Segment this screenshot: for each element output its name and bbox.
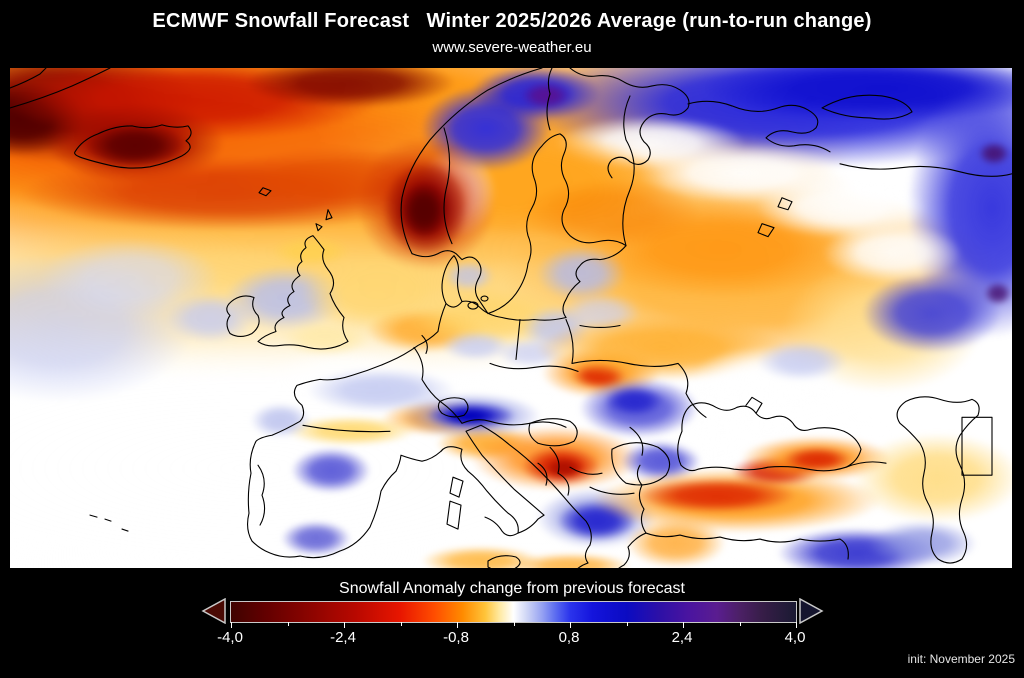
coast-adriatic [465,424,592,546]
colorbar-minor-tick [626,622,628,626]
coast-baltic-east [562,245,627,319]
colorbar-tick-labels: -4,0 -2,4 -0,8 0,8 2,4 4,0 [217,629,805,647]
colorbar-major-tick [683,622,684,628]
coast-turkey-west [636,464,647,534]
coast-great-britain [257,235,349,350]
coast-black-sea [677,396,862,472]
border-caucasus [845,461,887,468]
border-pyrenees [302,424,391,433]
anomaly-blob-red-serbia-core [544,456,585,480]
colorbar-major-tick [344,622,345,628]
coast-greece [577,532,647,568]
anomaly-blob-orange-nafrica [511,553,632,568]
anomaly-blob-blue-right-bulge [861,273,1002,353]
anomaly-blob-blue-spain-c [290,448,371,493]
coast-faroe-shetland [258,187,333,232]
colorbar-tick-label: -0,8 [443,629,469,646]
coast-norway-south [411,250,489,315]
colorbar-tick-label: 4,0 [784,629,806,646]
anomaly-color-field [10,68,1012,568]
anomaly-blob-white-ne-4 [821,223,962,283]
anomaly-blob-lblue-kattegat [443,260,494,291]
colorbar-tick-label: 2,4 [671,629,693,646]
coast-iceland [74,124,192,169]
colorbar-minor-tick [739,622,741,626]
borders-balkans [437,397,671,496]
colorbar-left-arrow [201,598,226,624]
anomaly-blob-lblue-mideast [866,520,977,566]
colorbar-tick-label: 0,8 [558,629,580,646]
borders-central-europe [413,318,707,428]
coast-sicily [487,555,521,568]
colorbar-gradient [230,601,797,628]
border-kazakh-rect [961,416,993,476]
colorbar-tick-label: -4,0 [217,629,243,646]
coast-azores [89,514,129,532]
colorbar-major-tick [231,622,232,628]
forecast-map [10,68,1012,568]
colorbar-minor-tick [400,622,402,626]
coast-kola-whitesea [569,68,690,179]
colorbar-major-tick [796,622,797,628]
anomaly-blob-lblue-ireland-w [165,293,256,343]
coast-arctic-east [687,100,831,153]
coast-turkey-south [645,532,849,560]
coast-pechora [839,163,1012,177]
anomaly-blob-yellow-caspian [851,433,1012,523]
coast-west-europe-iberia [246,302,447,559]
colorbar-minor-tick [513,622,515,626]
coast-sardinia-corsica [446,476,464,530]
anomaly-blob-purple-dot-2 [983,281,1012,305]
anomaly-blob-lblue-donets [756,340,847,381]
border-finland-russia [622,95,635,247]
page-title: ECMWF Snowfall Forecast Winter 2025/2026… [152,10,872,32]
border-spain-portugal [257,464,266,526]
coast-arctic-island [821,94,913,120]
page-subtitle: www.severe-weather.eu [432,39,592,56]
border-norway-sweden [443,68,553,245]
coast-greenland [10,68,111,109]
coast-italy-heel [517,514,545,534]
coast-ireland [226,295,260,338]
coast-baltic-north [487,133,627,315]
anomaly-blob-blue-romania-core [604,385,665,416]
init-label: init: November 2025 [907,652,1015,666]
anomaly-blob-lblue-baltics [536,245,627,301]
colorbar-right-arrow [799,598,824,624]
coast-caspian [896,396,980,564]
colorbar-tick-label: -2,4 [330,629,356,646]
colorbar-title: Snowfall Anomaly change from previous fo… [339,580,685,597]
anomaly-blob-norway-core [400,183,447,238]
anomaly-blob-orange-finland [521,178,702,248]
anomaly-blob-darkred-top-mid [245,68,456,108]
coast-italy-west [440,446,519,537]
coast-denmark [441,255,489,310]
colorbar-major-tick [457,622,458,628]
coastlines-overlay [10,68,1012,568]
anomaly-blob-blue-spain-s [280,520,351,556]
colorbar-major-tick [570,622,571,628]
anomaly-blob-orange-sicily [420,545,542,568]
coast-norway-west [400,68,543,255]
coast-baltic-south [461,300,567,321]
anomaly-blob-purple-norway [521,81,572,110]
anomaly-blob-purple-dot-1 [977,141,1010,165]
lakes-ladoga-onega [757,197,793,238]
colorbar-minor-tick [287,622,289,626]
